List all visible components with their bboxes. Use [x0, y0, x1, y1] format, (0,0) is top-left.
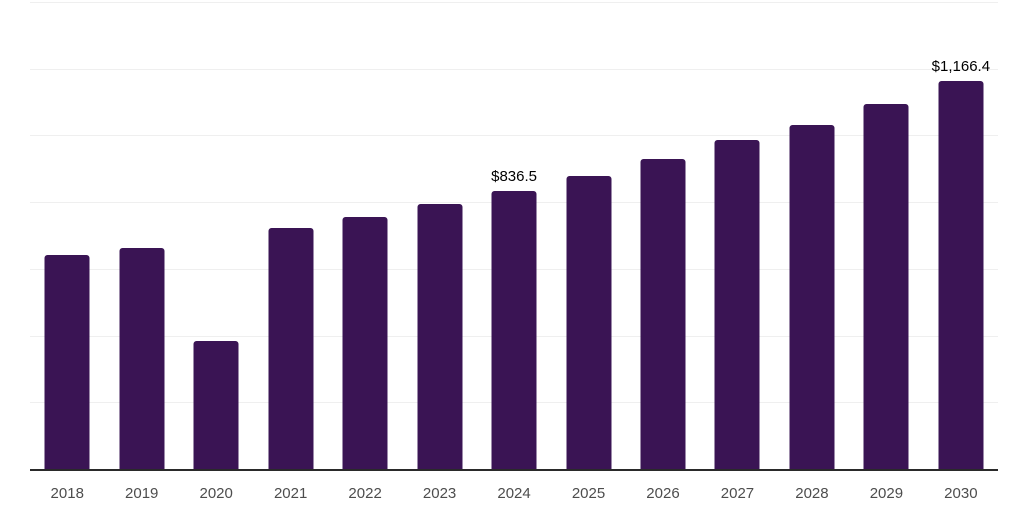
- bar-2025: [566, 176, 612, 470]
- x-tick-2023: 2023: [422, 485, 457, 502]
- bar-slot-2028: [775, 3, 849, 470]
- bar-slot-2020: [179, 3, 253, 470]
- bars: $836.5 $1,166.4: [30, 3, 998, 470]
- bar-slot-2029: [849, 3, 923, 470]
- x-tick-2030: 2030: [944, 485, 978, 502]
- bar-slot-2021: [253, 3, 327, 470]
- x-tick-2022: 2022: [348, 485, 382, 502]
- x-tick-2026: 2026: [646, 485, 680, 502]
- gridline-1200: [30, 68, 998, 70]
- bar-2024: [491, 190, 537, 470]
- bar-value-label-2024: $836.5: [491, 167, 537, 185]
- bar-2022: [342, 216, 388, 470]
- bar-value-label-2030: $1,166.4: [931, 57, 991, 75]
- bar-2019: [119, 247, 165, 470]
- plot-area: $836.5 $1,166.4: [30, 2, 998, 470]
- x-tick-2027: 2027: [720, 485, 755, 502]
- gridline-1000: [30, 135, 998, 137]
- bar-2023: [417, 203, 463, 470]
- bar-2029: [863, 104, 909, 470]
- gridline-1400: [30, 2, 998, 3]
- x-tick-2025: 2025: [571, 485, 606, 502]
- bar-2021: [268, 227, 314, 470]
- x-tick-2018: 2018: [50, 485, 84, 502]
- x-axis-line: [30, 469, 998, 471]
- bar-slot-2022: [328, 3, 402, 470]
- bar-2018: [44, 255, 90, 470]
- bar-2030: [938, 80, 984, 470]
- bar-slot-2030: $1,166.4: [924, 3, 998, 470]
- bar-slot-2019: [104, 3, 178, 470]
- bar-2028: [789, 125, 835, 470]
- x-tick-2021: 2021: [273, 485, 308, 502]
- x-tick-2020: 2020: [199, 485, 233, 502]
- bar-2027: [714, 140, 760, 470]
- x-tick-2019: 2019: [125, 485, 159, 502]
- x-tick-2024: 2024: [497, 485, 531, 502]
- bar-slot-2023: [402, 3, 476, 470]
- bar-slot-2025: [551, 3, 625, 470]
- x-tick-2029: 2029: [869, 485, 904, 502]
- bar-slot-2024: $836.5: [477, 3, 551, 470]
- bar-slot-2026: [626, 3, 700, 470]
- x-tick-2028: 2028: [795, 485, 829, 502]
- bar-slot-2018: [30, 3, 104, 470]
- bar-2020: [193, 340, 239, 470]
- bar-slot-2027: [700, 3, 774, 470]
- x-axis-labels: 2018 2019 2020 2021 2022 2023 2024 2025 2026 2027…: [30, 486, 998, 501]
- bar-2026: [640, 158, 686, 470]
